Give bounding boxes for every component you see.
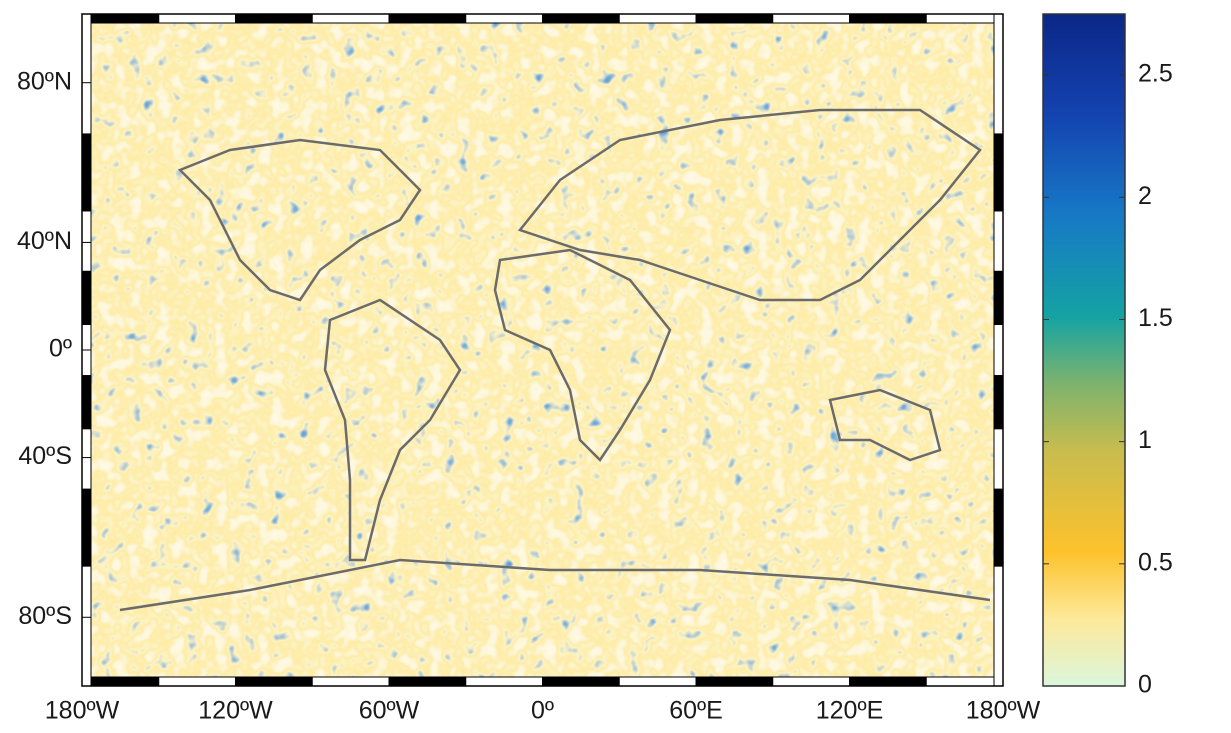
frame-stripe [772, 676, 850, 687]
y-tick-label: 80ºS [18, 602, 72, 630]
frame-stripe [993, 428, 1004, 490]
frame-stripe [235, 676, 313, 687]
x-tick-label: 120ºE [816, 697, 884, 725]
colorbar-tick-label: 2.5 [1138, 60, 1173, 88]
frame-stripe [81, 676, 160, 687]
frame-stripe [993, 375, 1004, 430]
frame-stripe [158, 13, 236, 24]
frame-stripe [993, 323, 1004, 377]
frame-stripe [993, 210, 1004, 272]
colorbar [1042, 13, 1126, 687]
frame-stripe [542, 13, 620, 24]
frame-stripe [388, 13, 467, 24]
frame-stripe [993, 133, 1004, 212]
coastlines [119, 108, 991, 612]
frame-stripe [993, 13, 1004, 135]
frame-stripe [618, 13, 697, 24]
frame-stripe [235, 13, 313, 24]
frame-stripe [993, 270, 1004, 325]
frame-stripe [695, 13, 774, 24]
frame-stripe [81, 210, 92, 272]
frame-stripe [311, 676, 390, 687]
x-tick-label: 60ºW [359, 697, 420, 725]
colorbar-tick-label: 2 [1138, 182, 1152, 210]
frame-stripe [81, 270, 92, 325]
frame-stripe [158, 676, 236, 687]
frame-stripe [925, 13, 1004, 24]
x-tick-label: 180ºW [45, 697, 120, 725]
colorbar-tick-label: 1 [1138, 426, 1152, 454]
y-tick-label: 80ºN [17, 67, 72, 95]
frame-stripe [311, 13, 390, 24]
frame-stripe [81, 428, 92, 490]
x-tick-label: 120ºW [198, 697, 273, 725]
frame-stripe [925, 676, 1004, 687]
colorbar-tick-label: 0.5 [1138, 548, 1173, 576]
x-tick-label: 0º [531, 697, 554, 725]
frame-stripe [618, 676, 697, 687]
x-tick-label: 180ºW [966, 697, 1041, 725]
frame-stripe [993, 565, 1004, 687]
frame-stripe [81, 13, 92, 135]
y-tick-label: 40ºN [17, 227, 72, 255]
colorbar-tick-label: 1.5 [1138, 304, 1173, 332]
frame-stripe [849, 13, 927, 24]
frame-stripe [81, 565, 92, 687]
frame-stripe [465, 13, 543, 24]
colorbar-tick-label: 0 [1138, 671, 1152, 699]
x-tick-label: 60ºE [669, 697, 723, 725]
frame-stripe [542, 676, 620, 687]
frame-stripe [81, 13, 160, 24]
y-tick-label: 40ºS [18, 442, 72, 470]
frame-stripe [465, 676, 543, 687]
frame-stripe [849, 676, 927, 687]
frame-stripe [81, 488, 92, 567]
frame-stripe [695, 676, 774, 687]
frame-stripe [81, 375, 92, 430]
frame-stripe [388, 676, 467, 687]
frame-stripe [993, 488, 1004, 567]
field-image [82, 14, 1003, 686]
frame-stripe [772, 13, 850, 24]
frame-stripe [81, 133, 92, 212]
y-tick-label: 0º [49, 335, 72, 363]
